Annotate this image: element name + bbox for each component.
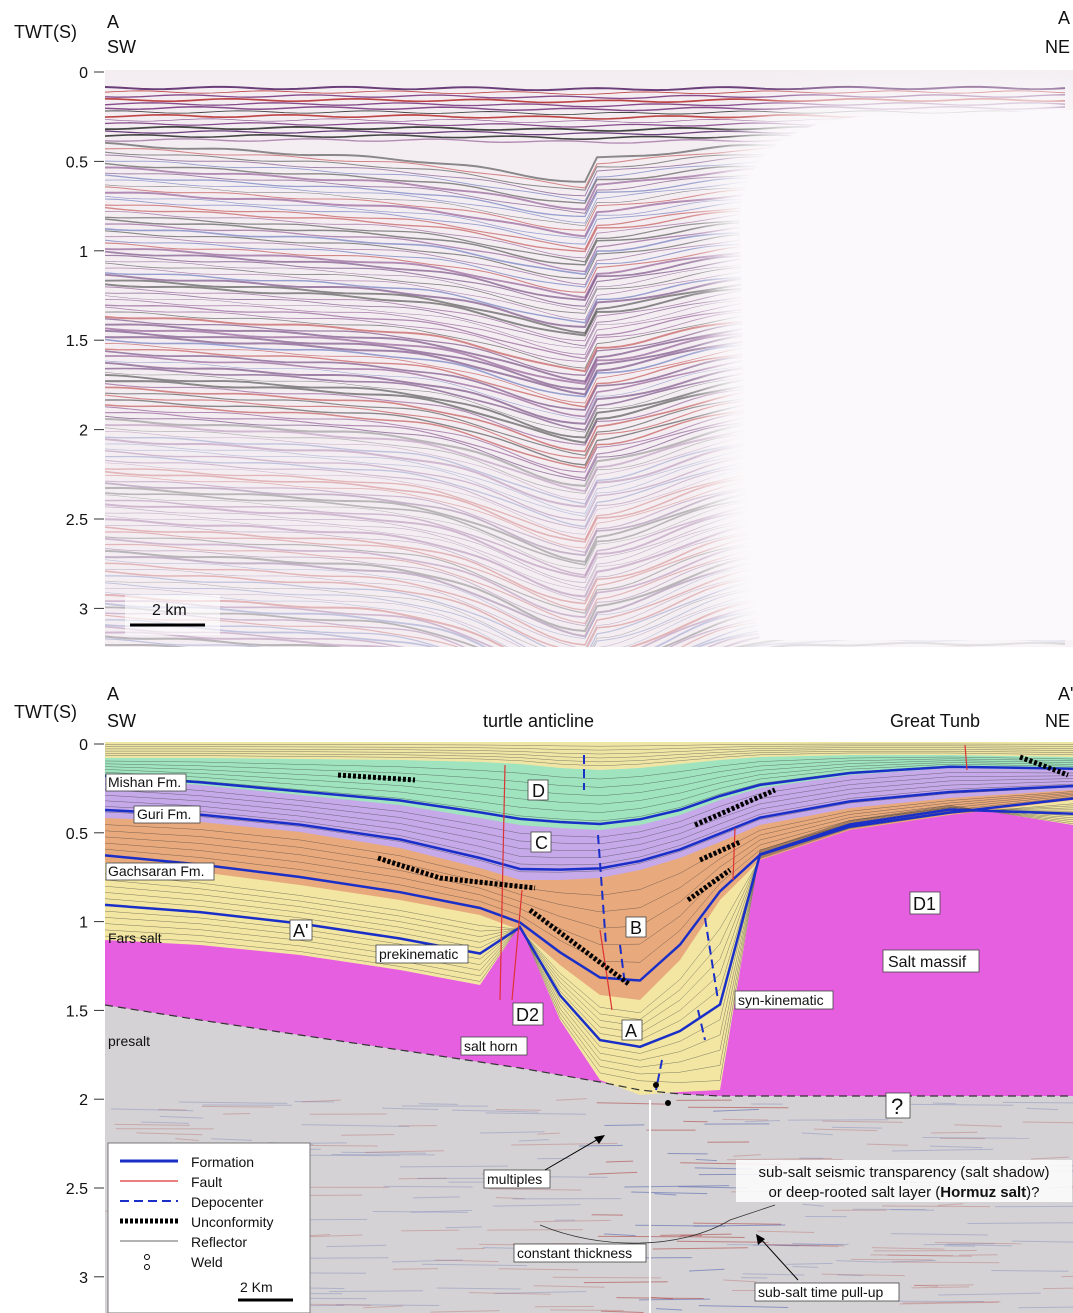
reflector — [604, 1125, 644, 1126]
label: sub-salt time pull-up — [758, 1284, 883, 1300]
reflector — [959, 1255, 998, 1256]
y-tick-label: 1 — [79, 915, 88, 932]
unit-label: D2 — [516, 1005, 539, 1025]
reflector — [933, 1103, 957, 1104]
y-tick-label: 2 — [79, 1092, 88, 1109]
annotation-part: )? — [1026, 1184, 1039, 1201]
label: syn-kinematic — [738, 992, 824, 1008]
section-end: A — [107, 12, 119, 32]
unit-label: A — [625, 1021, 637, 1041]
reflector — [487, 1230, 583, 1231]
axis-label: TWT(S) — [14, 702, 77, 722]
formation-label: Guri Fm. — [137, 806, 191, 822]
annotation: or deep-rooted salt layer (Hormuz salt)? — [769, 1184, 1040, 1201]
legend-label: Formation — [191, 1154, 254, 1170]
annotation-part: or deep-rooted salt layer ( — [769, 1184, 941, 1201]
legend-label: Fault — [191, 1174, 222, 1190]
axes: 0 0.5 1 1.5 2 2.5 3 0 0.5 1 1.5 2 2.5 3 — [66, 65, 104, 1287]
legend-label: Weld — [191, 1254, 223, 1270]
reflector — [329, 1291, 423, 1292]
annotation-part: Hormuz salt — [940, 1184, 1026, 1201]
unit-label: D — [532, 781, 545, 801]
section-end: A — [1058, 8, 1070, 28]
reflector — [393, 1269, 438, 1270]
scale-label: 2 Km — [240, 1279, 273, 1295]
reflector — [553, 1277, 661, 1278]
formation-label: Gachsaran Fm. — [108, 863, 204, 879]
axis-label: TWT(S) — [14, 22, 77, 42]
heading: Great Tunb — [890, 711, 980, 731]
reflector — [383, 1186, 472, 1187]
reflector — [341, 1135, 394, 1136]
y-tick-label: 2 — [79, 423, 88, 440]
reflector — [890, 1210, 934, 1211]
unit-label: B — [630, 918, 642, 938]
legend-label: Depocenter — [191, 1194, 264, 1210]
heading: turtle anticline — [483, 711, 594, 731]
direction: SW — [107, 711, 136, 731]
label: multiples — [487, 1171, 542, 1187]
figure: 0 0.5 1 1.5 2 2.5 3 0 0.5 1 1.5 2 2.5 3 TWT(S) A SW A… — [0, 0, 1073, 1313]
y-tick-label: 0 — [79, 737, 88, 754]
y-tick-label: 0.5 — [66, 826, 88, 843]
y-tick-label: 2.5 — [66, 512, 88, 529]
reflector — [496, 1110, 541, 1111]
formation-label: Mishan Fm. — [108, 774, 181, 790]
section-end: A — [107, 684, 119, 704]
reflector — [882, 1206, 990, 1207]
label: salt horn — [464, 1038, 518, 1054]
formation-label: Fars salt — [108, 930, 162, 946]
y-tick-label: 2.5 — [66, 1181, 88, 1198]
weld — [665, 1100, 671, 1106]
page: {"top_panel":{"axis_label":"TWT(S)","lef… — [0, 0, 1073, 1313]
reflector — [419, 1104, 458, 1105]
y-tick-label: 0.5 — [66, 154, 88, 171]
y-tick-label: 1 — [79, 244, 88, 261]
salt-dome — [740, 110, 1073, 640]
unit-label: A' — [293, 921, 308, 941]
label: constant thickness — [517, 1245, 632, 1261]
direction: SW — [107, 37, 136, 57]
direction: NE — [1045, 711, 1070, 731]
section-end: A' — [1058, 684, 1073, 704]
label: Salt massif — [888, 954, 967, 971]
weld — [653, 1082, 659, 1088]
y-tick-label: 1.5 — [66, 333, 88, 350]
legend-label: Unconformity — [191, 1214, 273, 1230]
legend-label: Reflector — [191, 1234, 247, 1250]
reflector — [722, 1119, 768, 1120]
reflector — [202, 1106, 274, 1107]
annotation: sub-salt seismic transparency (salt shad… — [759, 1164, 1050, 1181]
y-tick-label: 3 — [79, 601, 88, 618]
unit-label: D1 — [913, 894, 936, 914]
reflector — [223, 1114, 250, 1115]
reflector — [105, 635, 1065, 723]
unit-label: C — [535, 833, 548, 853]
label: prekinematic — [379, 946, 458, 962]
formation-label: presalt — [108, 1033, 150, 1049]
direction: NE — [1045, 37, 1070, 57]
reflector — [914, 1285, 974, 1286]
label: ? — [891, 1094, 903, 1119]
y-tick-label: 1.5 — [66, 1003, 88, 1020]
y-tick-label: 0 — [79, 65, 88, 82]
scale-label: 2 km — [152, 602, 187, 619]
y-tick-label: 3 — [79, 1270, 88, 1287]
reflector — [550, 1310, 624, 1311]
